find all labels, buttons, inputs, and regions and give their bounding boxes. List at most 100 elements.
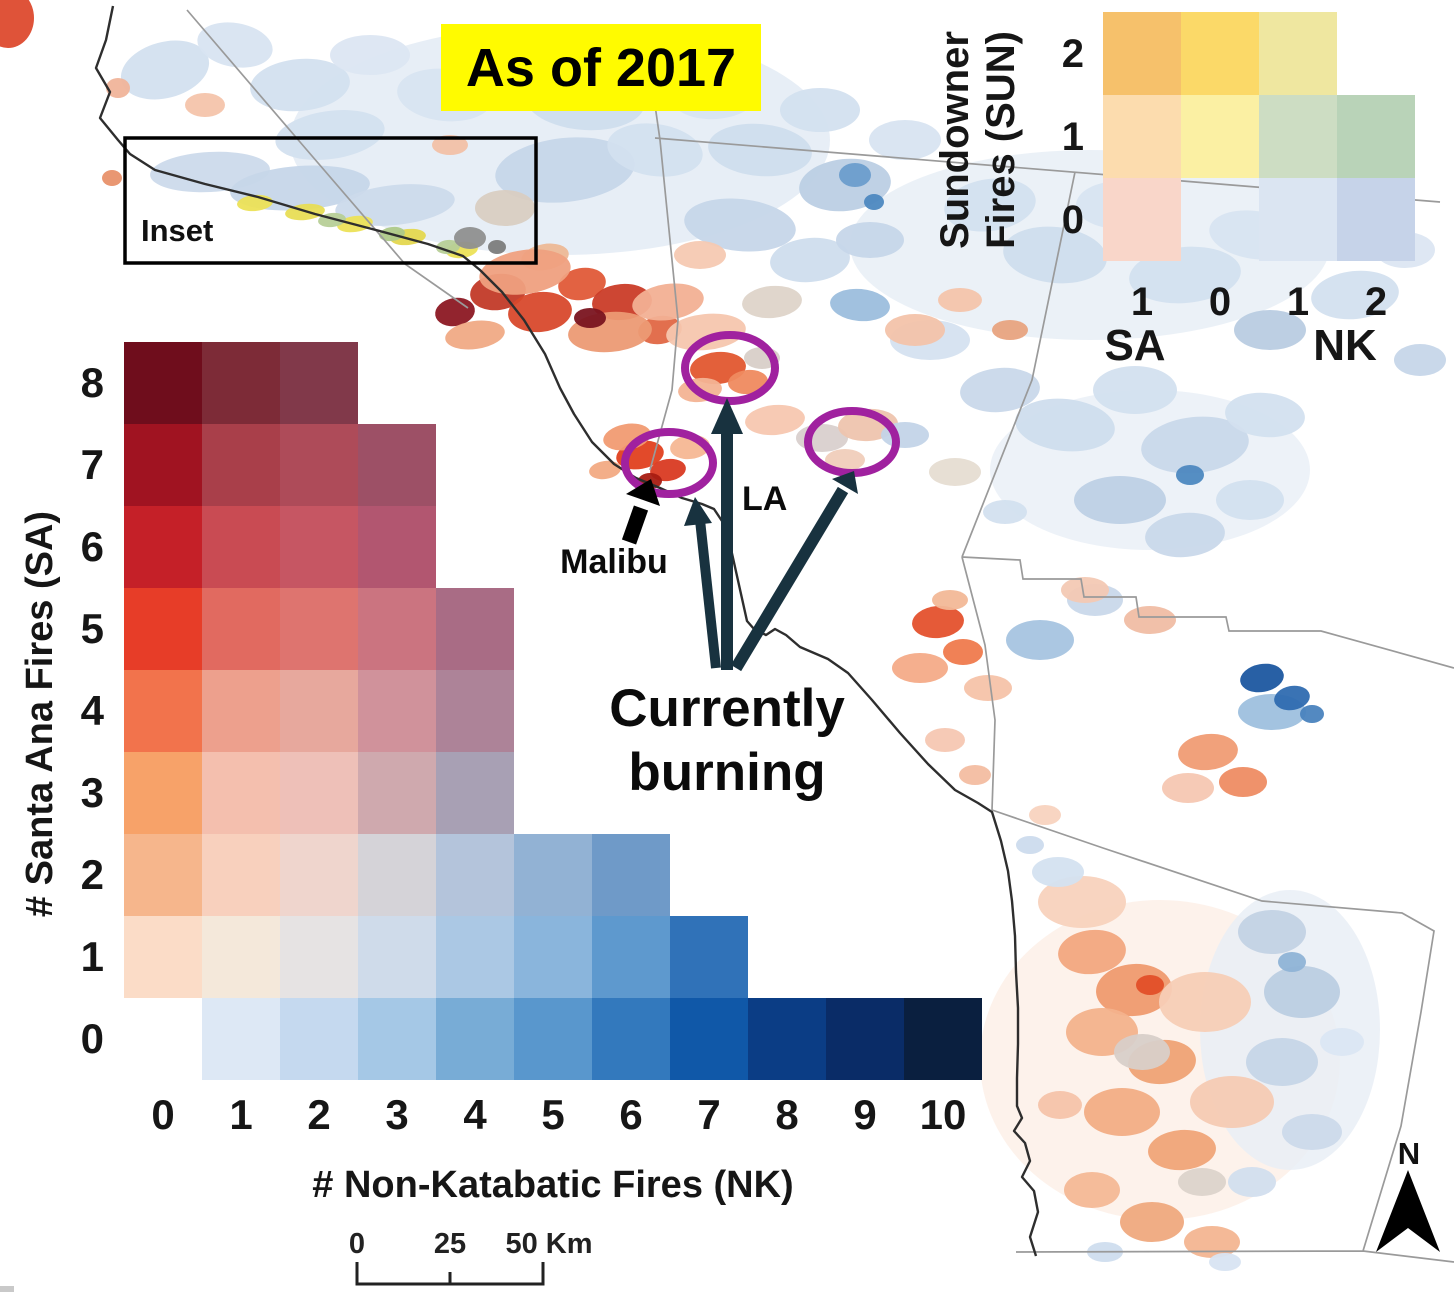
map-patch [1148,1129,1216,1171]
malibu-arrow [621,479,660,545]
map-patch [607,123,703,177]
map-patch [1264,966,1340,1018]
big-legend-y-tick-6: 6 [80,523,104,570]
north-label: N [1397,1136,1421,1171]
map-patch [445,320,505,350]
big-legend-y-tick-5: 5 [80,605,104,652]
map-patch [1234,310,1306,350]
map-patch [632,283,704,321]
map-patch [943,639,983,665]
legend-cell-sa0-nk3 [358,998,436,1080]
corner-sliver [0,1286,14,1292]
legend-cell-sa1-nk4 [436,916,514,998]
map-patch [1209,1253,1241,1271]
sun-legend-cell-sun2-col0 [1103,12,1181,95]
map-patch [436,239,460,255]
map-patch [836,222,904,258]
map-patch [1282,1114,1342,1150]
legend-cell-sa2-nk6 [592,834,670,916]
legend-cell-sa2-nk5 [514,834,592,916]
currently-burning-arrows [684,398,858,672]
map-patch [1178,1168,1226,1196]
map-patch [830,288,890,322]
sun-legend-cell-sun2-col2 [1259,12,1337,95]
legend-cell-sa8-nk2 [280,342,358,424]
sun-legend-x-tick-0: 1 [1130,280,1154,324]
sun-legend-cell-sun1-col1 [1181,95,1259,178]
legend-cell-sa4-nk1 [202,670,280,752]
legend-cell-sa5-nk4 [436,588,514,670]
legend-cell-sa1-nk3 [358,916,436,998]
map-patch [197,22,273,68]
map-patch [1015,398,1115,452]
county-line [991,809,1454,1263]
map-patch [1394,344,1446,376]
map-patch [1246,1038,1318,1086]
map-patch [1162,773,1214,803]
legend-cell-sa0-nk5 [514,998,592,1080]
map-patch [589,460,621,480]
map-patch [1124,606,1176,634]
sun-legend-title: Sundowner Fires (SUN) [932,5,1024,275]
legend-cell-sa0-nk8 [748,998,826,1080]
county-line [961,556,996,811]
map-patch [1141,416,1249,474]
legend-cell-sa3-nk4 [436,752,514,834]
map-patch [275,110,385,160]
map-patch [770,237,850,283]
la-label: LA [742,480,788,518]
legend-cell-sa1-nk5 [514,916,592,998]
map-patch [960,367,1040,413]
map-patch [1274,685,1310,711]
sun-legend-title-line2: Fires (SUN) [979,31,1023,249]
legend-cell-sa1-nk7 [670,916,748,998]
currently-burning-label-line1: Currently [609,679,845,738]
title-badge: As of 2017 [441,24,761,111]
big-legend-y-tick-4: 4 [80,687,104,734]
sun-legend-y-tick-1: 1 [1061,114,1084,159]
map-patch [1190,1076,1274,1128]
map-patch [666,313,746,351]
legend-cell-sa6-nk2 [280,506,358,588]
legend-cell-sa3-nk2 [280,752,358,834]
map-patch [742,285,802,319]
map-patch [869,120,941,160]
map-patch [454,227,486,249]
legend-cell-sa7-nk0 [124,424,202,506]
map-patch [944,178,1036,232]
map-patch [1240,663,1284,693]
big-legend-x-tick-1: 1 [229,1091,253,1138]
map-patch [1038,876,1126,928]
legend-cell-sa2-nk0 [124,834,202,916]
map-patch [1003,226,1107,284]
map-patch [1225,392,1305,438]
scale-bar-label-1: 25 [433,1228,467,1260]
map-patch [1064,1172,1120,1208]
legend-cell-sa5-nk1 [202,588,280,670]
map-patch [1320,1028,1364,1056]
map-patch [1311,270,1399,320]
map-patch [925,728,965,752]
big-legend-x-tick-9: 9 [853,1091,877,1138]
map-patch [1145,512,1225,558]
map-patch [102,170,122,186]
big-legend-x-title: # Non-Katabatic Fires (NK) [312,1164,794,1206]
legend-cell-sa3-nk3 [358,752,436,834]
map-patch [1006,620,1074,660]
legend-cell-sa8-nk0 [124,342,202,424]
sun-legend-group-nk: NK [1313,321,1377,370]
burning-arrow-head [684,497,712,526]
malibu-arrow-head [626,479,660,506]
big-legend-x-tick-8: 8 [775,1091,799,1138]
currently-burning-label-line2: burning [628,743,826,802]
legend-cell-sa7-nk2 [280,424,358,506]
map-patch [959,765,991,785]
burning-arrow-head [711,398,743,434]
big-legend-y-tick-2: 2 [80,851,104,898]
map-patch [0,0,34,48]
malibu-arrow-line [621,505,649,545]
legend-cell-sa2-nk2 [280,834,358,916]
sun-legend-x-tick-3: 2 [1364,280,1388,324]
inset-box [123,136,538,265]
map-patch [674,241,726,269]
